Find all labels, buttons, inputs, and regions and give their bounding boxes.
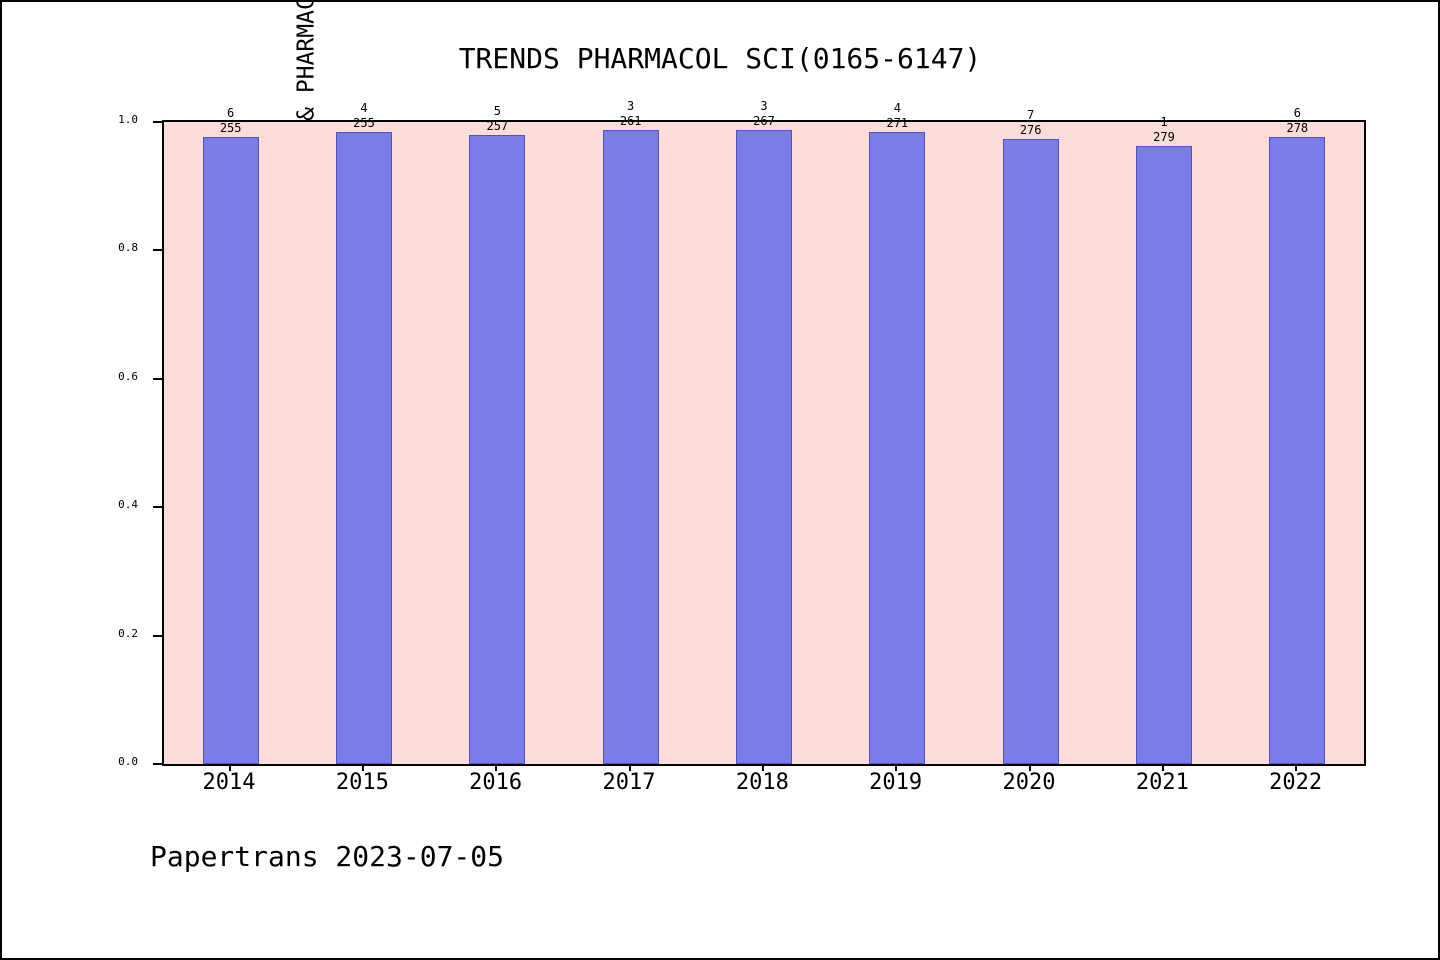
bar-2021 <box>1136 146 1192 764</box>
bar-value-label-2018: 3 267 <box>753 98 775 128</box>
bar-value-label-2021: 1 279 <box>1153 115 1175 145</box>
x-axis-tick-labels: 2014 2015 2016 2017 2018 2019 2020 2021 2022 <box>162 764 1362 804</box>
bar-2022 <box>1269 137 1326 764</box>
watermark-text: Papertrans 2023-07-05 <box>150 840 505 873</box>
y-tick-mark <box>153 634 162 637</box>
y-tick-label-0.6: 0.6 <box>118 369 138 383</box>
x-tick-label-2018: 2018 <box>735 770 789 795</box>
y-tick-mark <box>153 506 162 509</box>
bar-value-label-2014: 6 255 <box>219 106 242 136</box>
y-tick-mark <box>153 377 162 380</box>
x-tick-mark <box>1295 764 1298 771</box>
bar-value-label-2015: 4 255 <box>353 101 375 131</box>
y-tick-mark <box>153 249 162 252</box>
bar-value-label-2016: 5 257 <box>486 103 509 133</box>
y-axis-tick-labels: 0.0 0.2 0.4 0.6 0.8 1.0 <box>2 113 156 768</box>
x-tick-mark <box>1028 764 1031 771</box>
x-tick-label-2014: 2014 <box>202 770 256 795</box>
x-tick-mark <box>495 764 498 771</box>
bar-value-label-2017: 3 261 <box>619 98 642 128</box>
bar-value-label-2020: 7 276 <box>1019 107 1042 137</box>
x-tick-label-2022: 2022 <box>1269 770 1323 795</box>
x-tick-label-2016: 2016 <box>469 770 523 795</box>
y-tick-label-1.0: 1.0 <box>118 113 138 126</box>
y-tick-label-0.2: 0.2 <box>118 626 138 640</box>
y-tick-mark <box>153 763 162 765</box>
bar-2016 <box>469 134 526 764</box>
bar-2017 <box>602 129 659 764</box>
bar-2019 <box>869 131 926 764</box>
x-tick-mark <box>628 764 631 771</box>
x-tick-mark <box>1162 764 1164 771</box>
bar-2014 <box>202 137 259 764</box>
plot-area: 6 255 4 255 5 257 3 261 3 267 4 271 7 276 1 279 6 278 <box>153 99 1366 766</box>
x-tick-label-2020: 2020 <box>1002 770 1056 795</box>
y-tick-label-0.0: 0.0 <box>118 755 138 768</box>
bar-value-label-2019: 4 271 <box>886 100 909 130</box>
y-tick-label-0.4: 0.4 <box>118 498 138 512</box>
chart-title: TRENDS PHARMACOL SCI(0165-6147) <box>458 42 982 75</box>
x-tick-label-2019: 2019 <box>869 770 923 795</box>
x-tick-label-2021: 2021 <box>1135 770 1189 795</box>
x-tick-mark <box>762 764 764 771</box>
x-tick-mark <box>895 764 898 771</box>
y-tick-label-0.8: 0.8 <box>118 241 138 255</box>
bar-value-label-2022: 6 278 <box>1286 106 1309 136</box>
bar-2020 <box>1002 138 1059 764</box>
x-tick-mark <box>362 764 364 771</box>
bar-2018 <box>736 129 792 764</box>
x-tick-label-2017: 2017 <box>602 770 656 795</box>
x-tick-label-2015: 2015 <box>335 770 389 795</box>
bar-2015 <box>336 132 392 764</box>
x-tick-mark <box>228 764 231 771</box>
y-tick-mark <box>153 121 162 123</box>
